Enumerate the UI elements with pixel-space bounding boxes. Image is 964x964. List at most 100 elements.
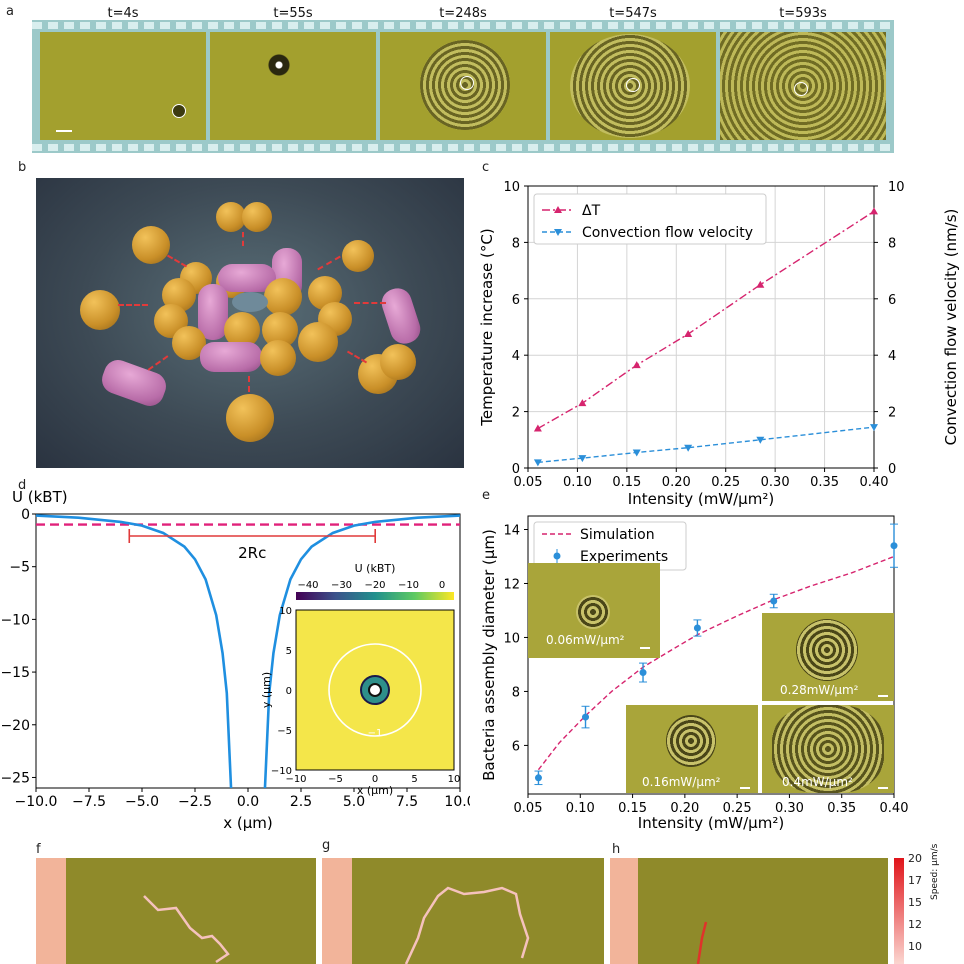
- y-tick-label: −25: [0, 770, 30, 786]
- x-tick-label: −2.5: [178, 794, 212, 810]
- chart-e-assembly-diameter: 0.05 0.10 0.15 0.20 0.25 0.30 0.35 0.40 6 8 10 12 14…: [480, 515, 909, 832]
- inset-label: 0.06mW/μm²: [546, 633, 625, 647]
- x-tick-label: 0.25: [723, 801, 752, 816]
- data-point: [582, 713, 590, 721]
- timelapse-label: t=593s: [779, 6, 827, 21]
- y-tick-label: 8: [512, 236, 520, 251]
- panel-label-g: g: [322, 838, 331, 853]
- x-axis-label: Intensity (mW/μm²): [628, 490, 774, 508]
- marker-circle: [172, 104, 186, 118]
- marker-circle: [794, 82, 808, 96]
- x-tick-label: 0.35: [827, 801, 856, 816]
- y-tick-label: 12: [503, 577, 520, 592]
- colorbar: [296, 592, 454, 600]
- x-tick-label: 0.05: [514, 801, 543, 816]
- x-tick-label: 0.05: [514, 475, 543, 490]
- chart-c-temperature-flow: 0.05 0.10 0.15 0.20 0.25 0.30 0.35 0.4002468100…: [478, 180, 960, 508]
- data-point: [756, 280, 765, 288]
- potential-curve: [35, 514, 233, 789]
- y-tick-label: −20: [0, 718, 30, 734]
- inset-micrograph-04: 0.4mW/μm²: [762, 705, 894, 793]
- panel-label-c: c: [482, 160, 490, 175]
- cluster: [796, 619, 858, 681]
- trajectory-path-h: [696, 921, 708, 964]
- y2-tick-label: 0: [888, 462, 896, 477]
- trajectory-path-f: [143, 895, 230, 964]
- attraction-arrow: [354, 302, 386, 304]
- timelapse-label: t=547s: [609, 6, 657, 21]
- data-point: [578, 399, 587, 407]
- potential-center: [368, 683, 382, 697]
- x-axis-label: x (μm): [223, 814, 273, 832]
- data-point: [870, 207, 878, 215]
- inset-y-tick: 10: [279, 606, 292, 617]
- x-tick-label: −5.0: [125, 794, 159, 810]
- inset-title: U (kBT): [355, 562, 396, 575]
- bacterium-sphere: [226, 394, 274, 442]
- bacterium-rod: [200, 342, 262, 372]
- panel-label-f: f: [36, 842, 41, 857]
- timelapse-label: t=4s: [107, 6, 139, 21]
- inset-label: 0.4mW/μm²: [782, 775, 853, 789]
- attraction-arrow: [248, 376, 252, 392]
- cluster: [576, 595, 610, 629]
- x-tick-label: 7.5: [396, 794, 418, 810]
- data-point: [632, 449, 641, 457]
- x-tick-label: 0.35: [810, 475, 839, 490]
- y-tick-label: 0: [512, 462, 520, 477]
- y-tick-label: 2: [512, 406, 520, 421]
- inset-micrograph-016: 0.16mW/μm²: [626, 705, 758, 793]
- inset-y-label: y (μm): [260, 672, 273, 708]
- attraction-arrow: [242, 232, 246, 246]
- trajectory-legend-h: [610, 858, 638, 964]
- data-point: [693, 624, 701, 632]
- colorbar-tick: 12: [908, 918, 922, 931]
- data-point: [870, 424, 878, 432]
- x-tick-label: 0.10: [566, 801, 595, 816]
- attraction-arrow: [317, 255, 341, 271]
- simulation-line: [537, 555, 895, 771]
- panel-label-e: e: [482, 488, 490, 503]
- x-tick-label: −7.5: [72, 794, 106, 810]
- y-axis-label: Bacteria assembly diameter (μm): [480, 529, 498, 781]
- cluster: [772, 705, 884, 793]
- colorbar-tick: 0: [439, 580, 445, 591]
- x-tick-label: 0.30: [775, 801, 804, 816]
- x-tick-label: −10.0: [15, 794, 58, 810]
- contour-label: −1: [368, 728, 383, 739]
- bacterium-sphere: [242, 202, 272, 232]
- data-point: [534, 774, 542, 782]
- trajectory-path-g: [404, 886, 530, 964]
- y-tick-label: 0: [21, 507, 30, 523]
- colorbar-tick: 17: [908, 874, 922, 887]
- legend-marker: [554, 206, 562, 213]
- attraction-arrow: [147, 355, 169, 371]
- y-tick-label: 8: [512, 685, 520, 700]
- attraction-arrow: [166, 254, 188, 268]
- bacterium-rod: [378, 284, 424, 348]
- x-tick-label: 0.20: [670, 801, 699, 816]
- inset-x-tick: 0: [372, 774, 378, 785]
- y-axis-label: U (kBT): [12, 488, 68, 506]
- timelapse-filmstrip: [32, 20, 894, 153]
- frame-5: [720, 32, 886, 140]
- cluster: [666, 715, 716, 767]
- y2-tick-label: 4: [888, 349, 896, 364]
- y-tick-label: 10: [503, 180, 520, 195]
- scale-bar: [740, 787, 750, 789]
- x-tick-label: 0.40: [880, 801, 909, 816]
- bacterium-rod: [98, 356, 170, 410]
- series-line-0: [537, 210, 875, 430]
- colorbar-tick: −30: [331, 580, 352, 591]
- colorbar-tick: −40: [297, 580, 318, 591]
- y-axis-label: Temperature increase (°C): [478, 228, 496, 426]
- frame-3: [380, 32, 546, 140]
- colorbar-tick: 10: [908, 940, 922, 953]
- inset-label: 0.28mW/μm²: [780, 683, 859, 697]
- inset-x-tick: 10: [448, 774, 461, 785]
- x-tick-label: 5.0: [343, 794, 365, 810]
- panel-label-b: b: [18, 160, 27, 175]
- panel-label-d: d: [18, 478, 27, 493]
- frame-2: [210, 32, 376, 140]
- film-perforation-bottom: [32, 144, 894, 151]
